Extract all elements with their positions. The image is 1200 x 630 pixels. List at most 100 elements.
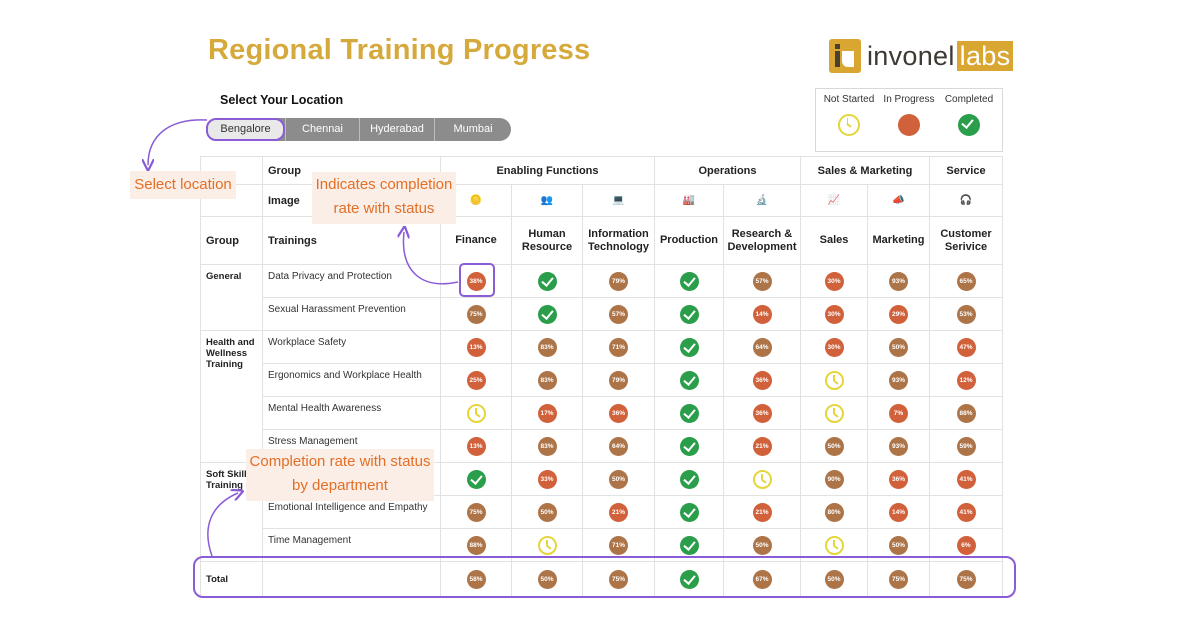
status-cell[interactable] — [654, 297, 724, 331]
status-cell[interactable]: 14% — [723, 297, 801, 331]
status-cell[interactable]: 88% — [440, 528, 512, 562]
status-cell[interactable]: 7% — [867, 396, 930, 430]
status-cell[interactable] — [800, 363, 868, 397]
status-cell[interactable] — [654, 528, 724, 562]
total-status-cell[interactable]: 75% — [929, 561, 1003, 598]
total-status-cell[interactable]: 75% — [867, 561, 930, 598]
status-cell[interactable]: 83% — [511, 330, 583, 364]
group-header: Enabling Functions — [440, 156, 655, 185]
total-status-cell[interactable] — [654, 561, 724, 598]
status-cell[interactable] — [654, 363, 724, 397]
status-cell[interactable]: 21% — [723, 429, 801, 463]
percent-badge: 21% — [752, 502, 772, 522]
check-icon — [679, 469, 699, 489]
percent-badge: 30% — [824, 304, 844, 324]
status-cell[interactable] — [511, 528, 583, 562]
status-cell[interactable]: 57% — [582, 297, 655, 331]
status-cell[interactable]: 90% — [800, 462, 868, 496]
status-legend: Not Started In Progress Completed — [815, 88, 1003, 152]
total-status-cell[interactable]: 67% — [723, 561, 801, 598]
percent-badge: 71% — [609, 535, 628, 555]
department-image-icon: 🎧 — [929, 184, 1003, 217]
status-cell[interactable] — [654, 495, 724, 529]
status-cell[interactable]: 38% — [440, 264, 512, 298]
status-cell[interactable]: 79% — [582, 264, 655, 298]
status-cell[interactable]: 83% — [511, 363, 583, 397]
legend-in-progress: In Progress — [878, 94, 940, 136]
check-icon — [679, 370, 699, 390]
status-cell[interactable]: 30% — [800, 330, 868, 364]
status-cell[interactable] — [800, 528, 868, 562]
status-cell[interactable]: 93% — [867, 363, 930, 397]
status-cell[interactable]: 50% — [582, 462, 655, 496]
status-cell[interactable]: 93% — [867, 264, 930, 298]
status-cell[interactable]: 64% — [582, 429, 655, 463]
location-tab-bengalore[interactable]: Bengalore — [206, 118, 285, 141]
status-cell[interactable]: 79% — [582, 363, 655, 397]
status-cell[interactable] — [440, 462, 512, 496]
table-row: General Data Privacy and Protection 38% 79%… — [200, 264, 1003, 331]
status-cell[interactable] — [654, 330, 724, 364]
percent-badge: 93% — [889, 271, 908, 291]
status-cell[interactable]: 50% — [723, 528, 801, 562]
status-cell[interactable]: 47% — [929, 330, 1003, 364]
status-cell[interactable] — [511, 297, 583, 331]
status-cell[interactable]: 25% — [440, 363, 512, 397]
status-cell[interactable]: 29% — [867, 297, 930, 331]
status-cell[interactable] — [723, 462, 801, 496]
status-cell[interactable] — [654, 462, 724, 496]
status-cell[interactable]: 80% — [800, 495, 868, 529]
location-tab-mumbai[interactable]: Mumbai — [434, 118, 511, 141]
status-cell[interactable]: 50% — [867, 528, 930, 562]
status-cell[interactable] — [654, 264, 724, 298]
status-cell[interactable]: 30% — [800, 297, 868, 331]
location-tab-chennai[interactable]: Chennai — [285, 118, 359, 141]
status-cell[interactable]: 75% — [440, 495, 512, 529]
status-cell[interactable]: 50% — [867, 330, 930, 364]
status-cell[interactable] — [654, 429, 724, 463]
status-cell[interactable]: 17% — [511, 396, 583, 430]
status-cell[interactable]: 93% — [867, 429, 930, 463]
status-cell[interactable]: 57% — [723, 264, 801, 298]
status-cell[interactable]: 64% — [723, 330, 801, 364]
total-status-cell[interactable]: 50% — [511, 561, 583, 598]
status-cell[interactable]: 33% — [511, 462, 583, 496]
status-cell[interactable]: 75% — [440, 297, 512, 331]
status-cell[interactable]: 59% — [929, 429, 1003, 463]
status-cell[interactable]: 6% — [929, 528, 1003, 562]
status-cell[interactable]: 71% — [582, 528, 655, 562]
location-tabs: Bengalore Chennai Hyderabad Mumbai — [206, 118, 511, 141]
location-tab-hyderabad[interactable]: Hyderabad — [359, 118, 434, 141]
status-cell[interactable]: 13% — [440, 330, 512, 364]
status-cell[interactable] — [800, 396, 868, 430]
status-cell[interactable]: 21% — [723, 495, 801, 529]
status-cell[interactable]: 88% — [929, 396, 1003, 430]
status-cell[interactable]: 36% — [723, 396, 801, 430]
status-cell[interactable] — [440, 396, 512, 430]
status-cell[interactable]: 30% — [800, 264, 868, 298]
status-cell[interactable]: 65% — [929, 264, 1003, 298]
status-cell[interactable]: 12% — [929, 363, 1003, 397]
total-status-cell[interactable]: 50% — [800, 561, 868, 598]
total-status-cell[interactable]: 58% — [440, 561, 512, 598]
status-cell[interactable]: 50% — [511, 495, 583, 529]
status-cell[interactable]: 41% — [929, 462, 1003, 496]
status-cell[interactable]: 71% — [582, 330, 655, 364]
status-cell[interactable]: 36% — [723, 363, 801, 397]
status-cell[interactable] — [654, 396, 724, 430]
status-cell[interactable]: 83% — [511, 429, 583, 463]
annotation-indicates-line1: Indicates completion — [315, 176, 453, 193]
status-cell[interactable]: 36% — [582, 396, 655, 430]
department-name-line1: Human — [528, 227, 566, 240]
status-cell[interactable]: 13% — [440, 429, 512, 463]
status-cell[interactable]: 21% — [582, 495, 655, 529]
status-cell[interactable]: 36% — [867, 462, 930, 496]
status-cell[interactable]: 14% — [867, 495, 930, 529]
status-cell[interactable]: 50% — [800, 429, 868, 463]
percent-badge: 64% — [609, 436, 628, 456]
status-cell[interactable]: 41% — [929, 495, 1003, 529]
percent-badge: 71% — [609, 337, 628, 357]
status-cell[interactable]: 53% — [929, 297, 1003, 331]
status-cell[interactable] — [511, 264, 583, 298]
total-status-cell[interactable]: 75% — [582, 561, 655, 598]
